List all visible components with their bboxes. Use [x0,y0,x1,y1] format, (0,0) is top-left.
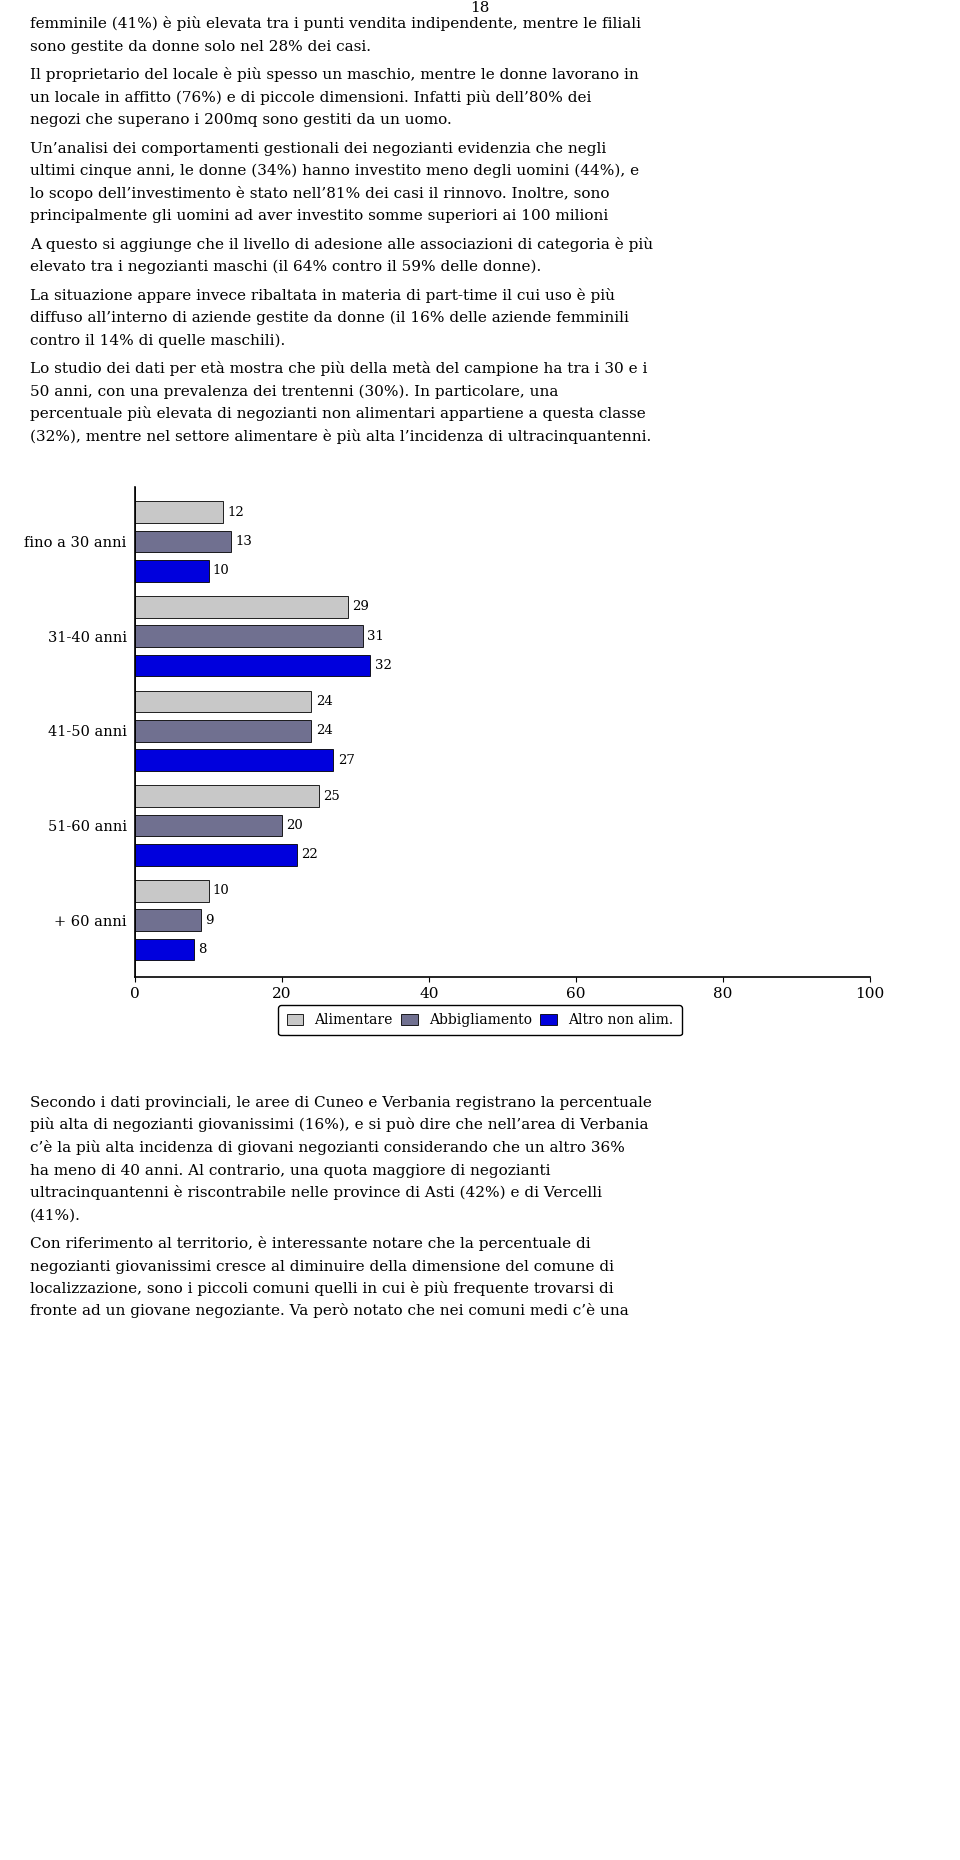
Text: 8: 8 [198,943,206,956]
Text: un locale in affitto (76%) e di piccole dimensioni. Infatti più dell’80% dei: un locale in affitto (76%) e di piccole … [30,89,591,104]
Bar [135,844,297,865]
Bar [135,500,223,523]
Bar [135,750,333,772]
Text: ultimi cinque anni, le donne (34%) hanno investito meno degli uomini (44%), e: ultimi cinque anni, le donne (34%) hanno… [30,164,639,179]
Text: 31: 31 [368,631,384,644]
Text: Lo studio dei dati per età mostra che più della metà del campione ha tra i 30 e : Lo studio dei dati per età mostra che pi… [30,361,647,376]
Bar [135,530,230,552]
Text: 24: 24 [316,724,332,737]
Text: 9: 9 [205,913,214,926]
Text: ultracinquantenni è riscontrabile nelle province di Asti (42%) e di Vercelli: ultracinquantenni è riscontrabile nelle … [30,1185,602,1200]
Bar [135,785,319,807]
Text: negozi che superano i 200mq sono gestiti da un uomo.: negozi che superano i 200mq sono gestiti… [30,113,452,126]
Text: 32: 32 [374,658,392,671]
Text: Secondo i dati provinciali, le aree di Cuneo e Verbania registrano la percentual: Secondo i dati provinciali, le aree di C… [30,1096,652,1110]
Text: c’è la più alta incidenza di giovani negozianti considerando che un altro 36%: c’è la più alta incidenza di giovani neg… [30,1140,625,1155]
Bar [135,625,363,647]
Text: fronte ad un giovane negoziante. Va però notato che nei comuni medi c’è una: fronte ad un giovane negoziante. Va però… [30,1304,629,1319]
Text: 20: 20 [286,818,303,831]
Text: 50 anni, con una prevalenza dei trentenni (30%). In particolare, una: 50 anni, con una prevalenza dei trentenn… [30,385,559,398]
Bar [135,939,194,960]
Text: 24: 24 [316,696,332,709]
Text: percentuale più elevata di negozianti non alimentari appartiene a questa classe: percentuale più elevata di negozianti no… [30,405,646,420]
Bar [135,560,208,582]
Text: localizzazione, sono i piccoli comuni quelli in cui è più frequente trovarsi di: localizzazione, sono i piccoli comuni qu… [30,1282,613,1296]
Bar [135,595,348,618]
Legend: Alimentare, Abbigliamento, Altro non alim.: Alimentare, Abbigliamento, Altro non ali… [278,1004,682,1036]
Text: 18: 18 [470,2,490,15]
Text: 13: 13 [235,536,252,549]
Text: 10: 10 [213,884,229,897]
Text: Un’analisi dei comportamenti gestionali dei negozianti evidenzia che negli: Un’analisi dei comportamenti gestionali … [30,141,607,156]
Text: Il proprietario del locale è più spesso un maschio, mentre le donne lavorano in: Il proprietario del locale è più spesso … [30,67,638,82]
Text: negozianti giovanissimi cresce al diminuire della dimensione del comune di: negozianti giovanissimi cresce al diminu… [30,1259,614,1274]
Text: (32%), mentre nel settore alimentare è più alta l’incidenza di ultracinquantenni: (32%), mentre nel settore alimentare è p… [30,428,651,443]
Text: elevato tra i negozianti maschi (il 64% contro il 59% delle donne).: elevato tra i negozianti maschi (il 64% … [30,260,541,273]
Text: 27: 27 [338,753,355,766]
Text: ha meno di 40 anni. Al contrario, una quota maggiore di negozianti: ha meno di 40 anni. Al contrario, una qu… [30,1164,550,1177]
Text: (41%).: (41%). [30,1209,81,1222]
Text: A questo si aggiunge che il livello di adesione alle associazioni di categoria è: A questo si aggiunge che il livello di a… [30,236,653,251]
Text: più alta di negozianti giovanissimi (16%), e si può dire che nell’area di Verban: più alta di negozianti giovanissimi (16%… [30,1118,649,1133]
Bar [135,690,311,712]
Bar [135,815,282,837]
Bar [135,910,202,932]
Text: 22: 22 [301,848,318,861]
Text: Con riferimento al territorio, è interessante notare che la percentuale di: Con riferimento al territorio, è interes… [30,1237,590,1252]
Text: 29: 29 [352,601,370,614]
Text: contro il 14% di quelle maschili).: contro il 14% di quelle maschili). [30,333,285,348]
Bar [135,655,371,677]
Text: sono gestite da donne solo nel 28% dei casi.: sono gestite da donne solo nel 28% dei c… [30,39,371,54]
Text: diffuso all’interno di aziende gestite da donne (il 16% delle aziende femminili: diffuso all’interno di aziende gestite d… [30,311,629,325]
Text: 10: 10 [213,564,229,577]
Text: lo scopo dell’investimento è stato nell’81% dei casi il rinnovo. Inoltre, sono: lo scopo dell’investimento è stato nell’… [30,186,610,201]
Text: La situazione appare invece ribaltata in materia di part-time il cui uso è più: La situazione appare invece ribaltata in… [30,288,615,303]
Text: principalmente gli uomini ad aver investito somme superiori ai 100 milioni: principalmente gli uomini ad aver invest… [30,208,609,223]
Text: 25: 25 [324,790,340,804]
Text: 12: 12 [228,506,245,519]
Bar [135,720,311,742]
Text: femminile (41%) è più elevata tra i punti vendita indipendente, mentre le filial: femminile (41%) è più elevata tra i punt… [30,17,641,32]
Bar [135,880,208,902]
